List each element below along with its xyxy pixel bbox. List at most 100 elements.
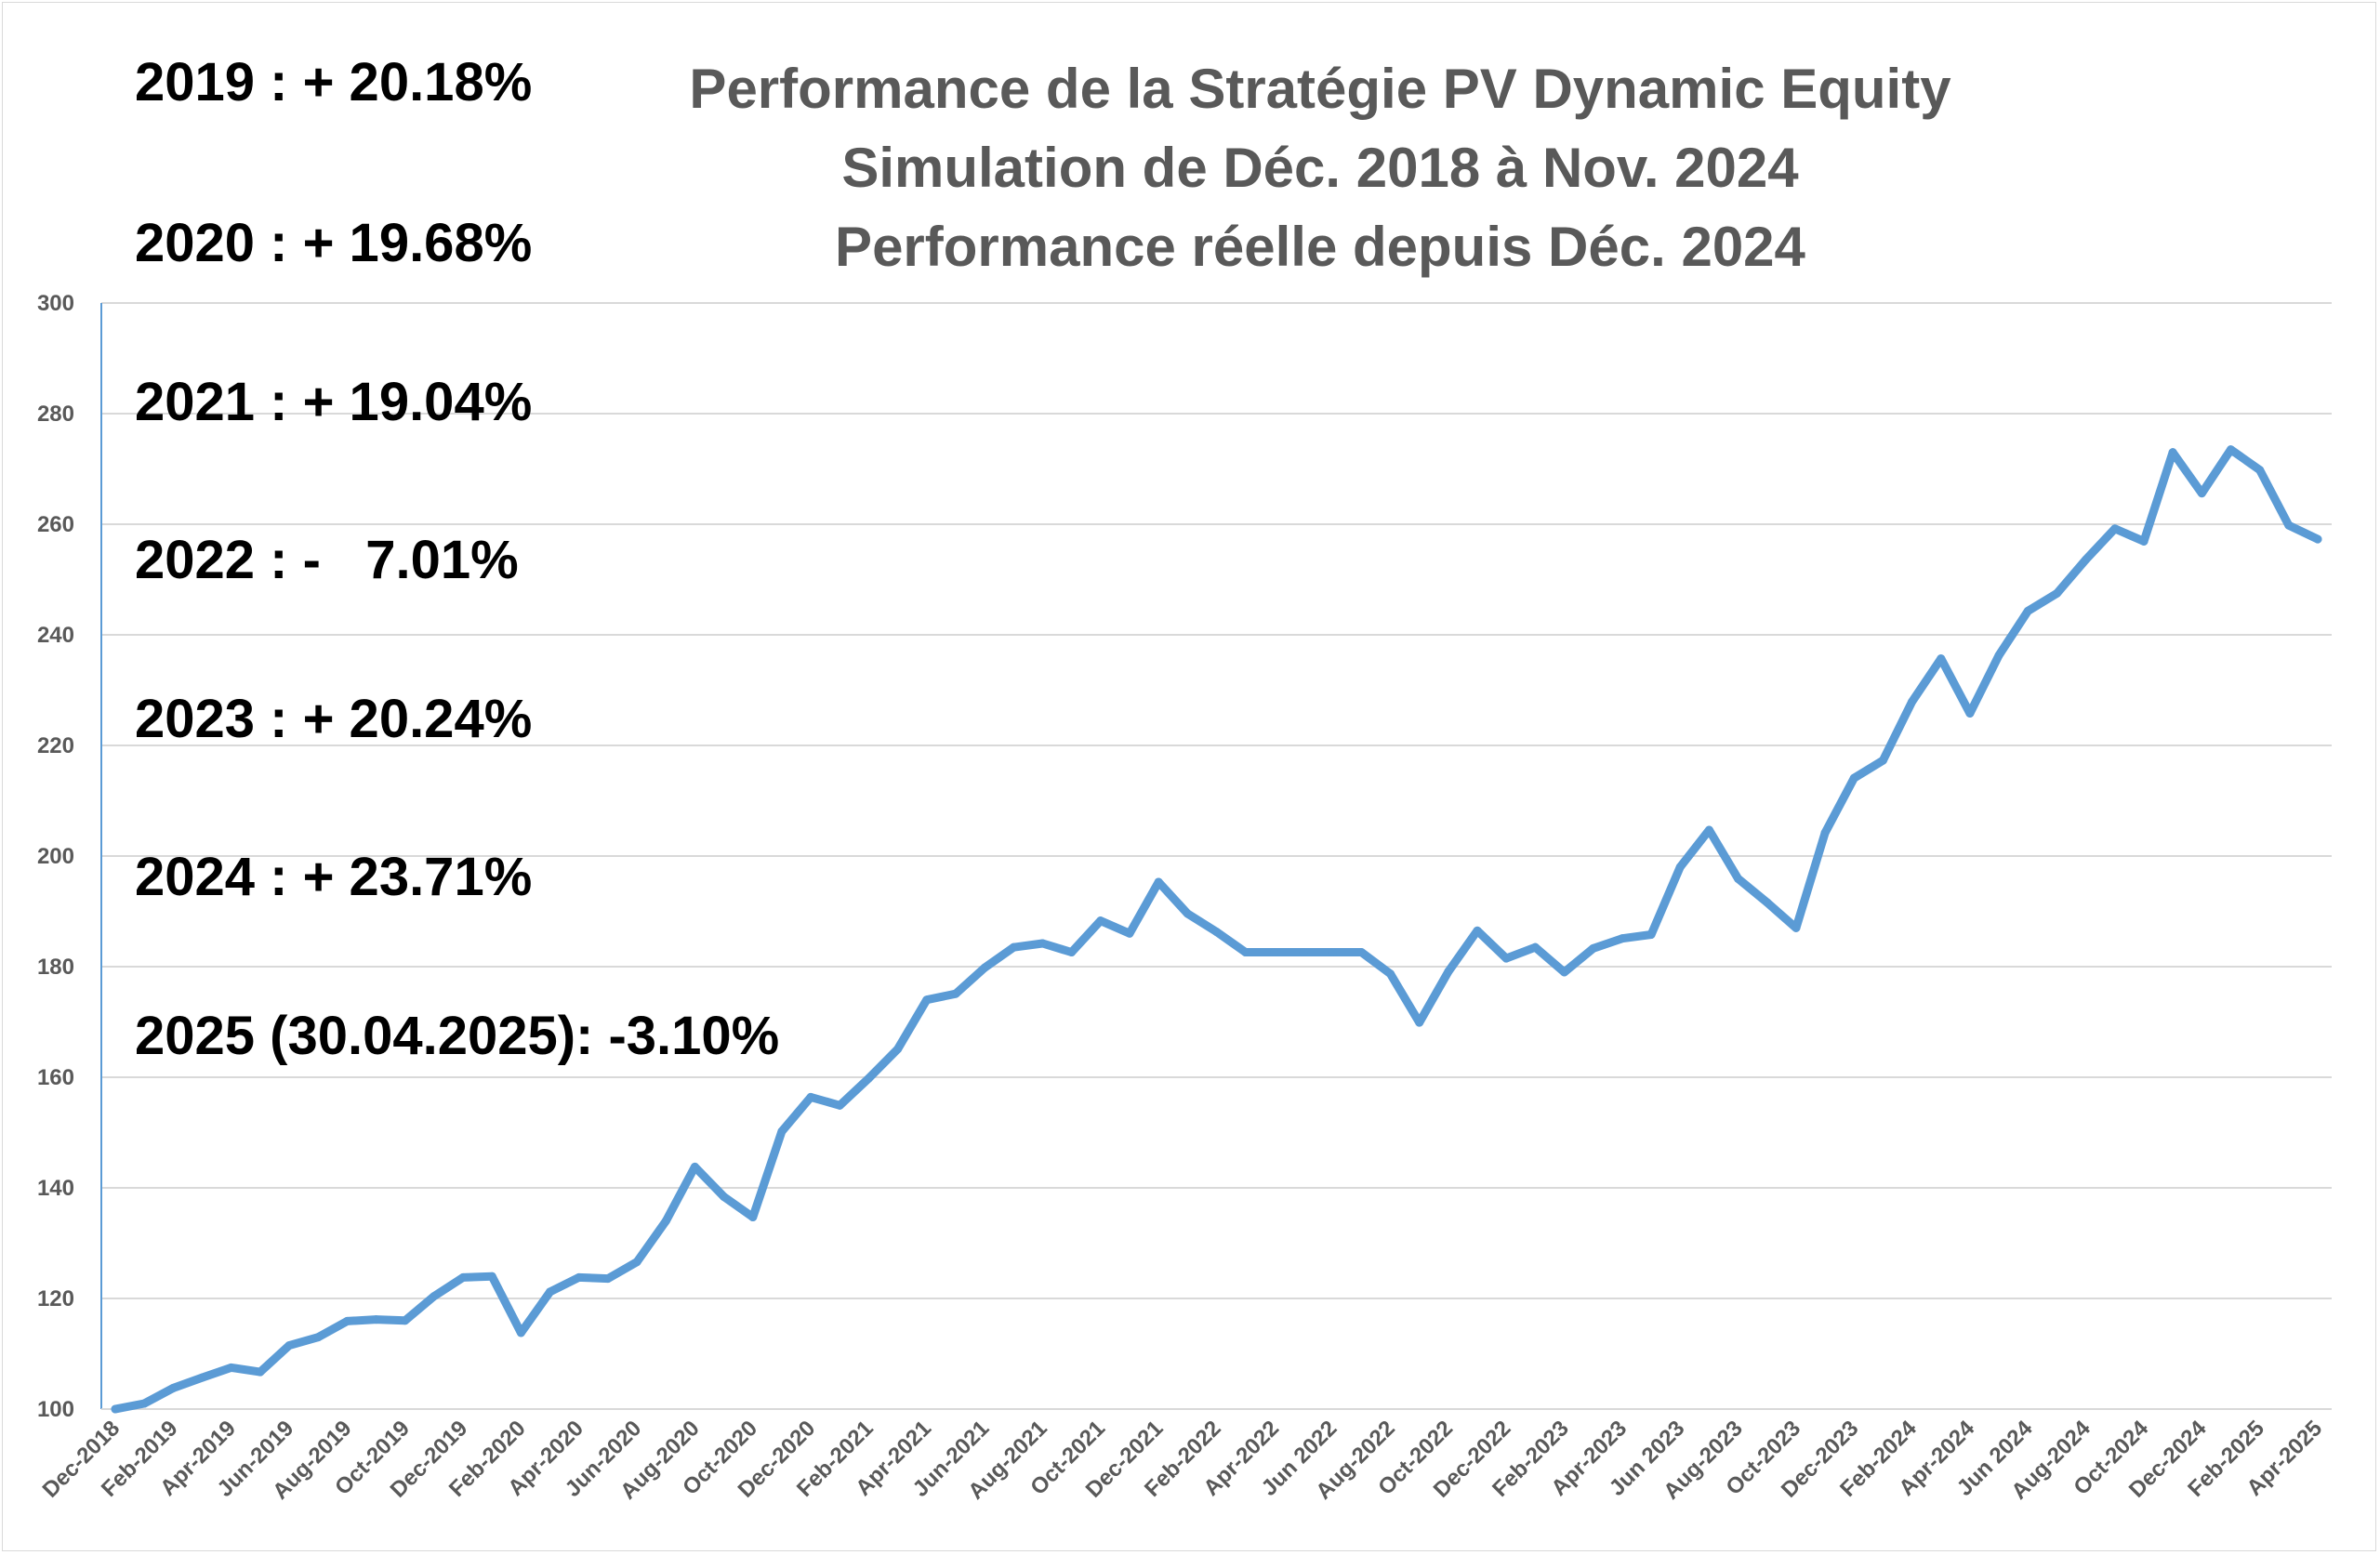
data-point-Oct-2024: [2139, 536, 2149, 546]
data-point-May-2023: [1646, 929, 1656, 939]
data-point-Jul-2024: [2052, 588, 2061, 598]
data-point-Feb-2021: [864, 1074, 873, 1083]
y-tick-label: 300: [37, 291, 74, 316]
y-tick-label: 100: [37, 1397, 74, 1422]
y-tick-label: 180: [37, 955, 74, 980]
chart-title-line-1: Performance de la Stratégie PV Dynamic E…: [689, 58, 1951, 120]
annotation-perf-2024: 2024 : + 23.71%: [135, 847, 533, 907]
data-point-Sep-2024: [2110, 524, 2120, 534]
data-point-Dec-2024: [2197, 489, 2206, 498]
data-point-Dec-2020: [806, 1092, 815, 1101]
data-point-Mar-2024: [1937, 654, 1946, 664]
data-point-Apr-2020: [575, 1272, 584, 1282]
chart-title-line-3: Performance réelle depuis Déc. 2024: [835, 216, 1805, 278]
data-point-Dec-2018: [111, 1404, 120, 1414]
data-point-Dec-2019: [458, 1272, 468, 1282]
data-point-Jun-2019: [284, 1341, 294, 1351]
data-point-Jun-2024: [2023, 606, 2032, 615]
data-point-Aug-2024: [2082, 555, 2091, 564]
data-point-Sep-2020: [720, 1193, 729, 1202]
data-point-Sep-2022: [1415, 1018, 1424, 1027]
data-point-Apr-2022: [1270, 948, 1279, 957]
y-tick-labels: 100 120 140 160 180 200 220 240 260 280 300: [37, 291, 74, 1422]
data-point-Mar-2023: [1589, 943, 1598, 953]
y-tick-label: 220: [37, 733, 74, 758]
data-point-Oct-2022: [1444, 967, 1453, 976]
data-point-Jan-2022: [1183, 909, 1192, 918]
data-point-Aug-2022: [1386, 969, 1395, 979]
chart-title-line-2: Simulation de Déc. 2018 à Nov. 2024: [841, 137, 1799, 199]
y-tick-label: 260: [37, 512, 74, 537]
data-point-Nov-2023: [1820, 828, 1830, 837]
data-point-Apr-2019: [227, 1363, 236, 1372]
data-point-Sep-2019: [372, 1315, 381, 1324]
data-point-Jun-2022: [1328, 948, 1337, 957]
data-points: [111, 445, 2322, 1414]
data-point-May-2021: [951, 989, 960, 998]
data-point-Oct-2023: [1792, 923, 1801, 932]
annotation-perf-2021: 2021 : + 19.04%: [135, 372, 533, 432]
data-point-Nov-2020: [777, 1127, 787, 1136]
data-point-Sep-2021: [1067, 948, 1077, 957]
data-point-Jan-2025: [2226, 445, 2235, 455]
data-point-Feb-2025: [2255, 466, 2265, 475]
data-point-Jul-2021: [1009, 942, 1018, 952]
data-point-Apr-2023: [1618, 934, 1627, 943]
data-point-Feb-2024: [1908, 697, 1917, 706]
data-point-Apr-2024: [1965, 708, 1975, 718]
data-point-Nov-2021: [1125, 929, 1134, 938]
data-point-Jan-2019: [139, 1399, 149, 1408]
data-point-Jul-2019: [313, 1333, 323, 1342]
y-tick-label: 240: [37, 623, 74, 648]
data-point-Sep-2023: [1763, 898, 1772, 907]
annotation-perf-2019: 2019 : + 20.18%: [135, 52, 533, 112]
data-point-Oct-2021: [1096, 916, 1105, 926]
data-point-Nov-2019: [430, 1292, 439, 1301]
data-point-Apr-2025: [2313, 534, 2322, 544]
data-point-May-2024: [1994, 651, 2003, 660]
data-point-May-2019: [256, 1367, 265, 1377]
data-point-Jun-2020: [632, 1258, 641, 1267]
data-point-Jul-2020: [661, 1217, 670, 1226]
y-tick-label: 160: [37, 1065, 74, 1090]
data-point-Jul-2022: [1356, 948, 1366, 957]
data-point-Aug-2020: [690, 1162, 699, 1171]
data-point-Mar-2019: [198, 1373, 207, 1382]
annotation-perf-2023: 2023 : + 20.24%: [135, 689, 533, 749]
annotation-perf-2020: 2020 : + 19.68%: [135, 213, 533, 273]
data-point-Dec-2022: [1501, 954, 1511, 963]
data-point-Oct-2019: [401, 1316, 410, 1325]
y-tick-label: 200: [37, 844, 74, 869]
data-point-Nov-2022: [1473, 926, 1482, 935]
data-point-Aug-2023: [1734, 874, 1743, 883]
gridlines: [101, 302, 2332, 1299]
data-point-Jan-2021: [835, 1100, 844, 1110]
annotation-perf-2022: 2022 : - 7.01%: [135, 530, 519, 590]
data-point-Jun-2021: [980, 963, 989, 972]
y-tick-label: 120: [37, 1286, 74, 1311]
data-point-Jul-2023: [1704, 825, 1713, 835]
data-point-Aug-2021: [1038, 939, 1047, 948]
data-point-Apr-2021: [922, 995, 932, 1005]
data-point-Jan-2023: [1530, 942, 1540, 952]
data-point-Feb-2020: [516, 1328, 525, 1338]
data-point-Mar-2020: [546, 1287, 555, 1297]
data-point-Jan-2024: [1878, 756, 1887, 765]
data-point-Mar-2022: [1241, 948, 1250, 957]
data-point-Nov-2024: [2168, 448, 2177, 457]
data-point-Dec-2021: [1154, 877, 1163, 887]
data-point-Feb-2023: [1560, 968, 1569, 977]
data-point-May-2020: [603, 1274, 613, 1284]
data-point-Feb-2019: [168, 1383, 178, 1392]
y-tick-label: 280: [37, 402, 74, 427]
y-tick-label: 140: [37, 1176, 74, 1201]
data-point-Feb-2022: [1212, 928, 1221, 937]
data-point-Dec-2023: [1849, 773, 1858, 783]
x-tick-labels: Dec-2018Feb-2019Apr-2019Jun-2019Aug-2019…: [38, 1416, 2328, 1505]
data-point-Mar-2025: [2284, 521, 2294, 530]
data-point-Aug-2019: [342, 1316, 351, 1325]
data-point-Oct-2020: [748, 1213, 758, 1222]
data-point-Mar-2021: [893, 1045, 903, 1054]
